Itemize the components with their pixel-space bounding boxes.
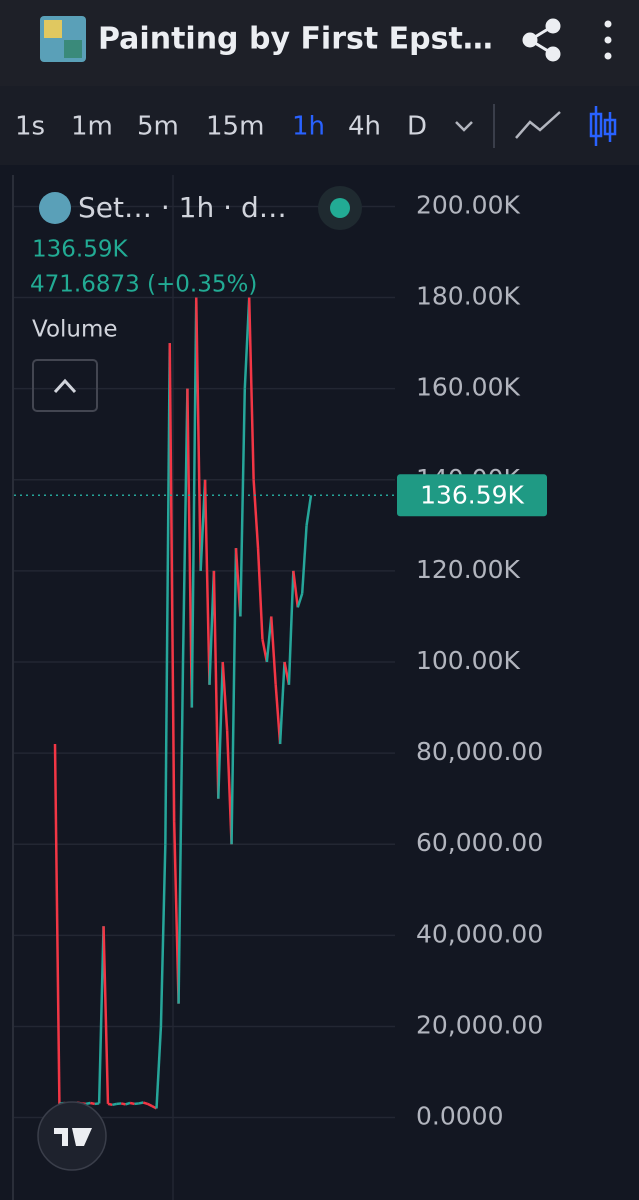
price-segment <box>305 495 313 526</box>
y-tick-label: 200.00K <box>416 190 520 219</box>
price-segment <box>53 743 61 1104</box>
price-segment <box>164 343 172 845</box>
thumbnail-detail <box>64 40 82 58</box>
menu-button[interactable] <box>604 20 612 60</box>
page-title: Painting by First Epst… <box>98 22 493 57</box>
timeframe-group: 1s 1m 5m 15m 1h 4h D <box>15 112 427 142</box>
price-segment <box>274 684 282 745</box>
thumbnail-detail <box>44 20 62 38</box>
price-segment <box>203 479 211 685</box>
collapse-icon <box>53 378 77 394</box>
price-segment <box>221 661 229 731</box>
y-tick-label: 180.00K <box>416 282 520 311</box>
y-tick-label: 0.0000 <box>416 1102 503 1131</box>
line-chart-button[interactable] <box>515 111 561 139</box>
legend-price: 136.59K <box>32 237 128 263</box>
last-price-label: 136.59K <box>420 480 524 509</box>
price-segment <box>159 844 167 1027</box>
plot <box>14 297 395 1110</box>
price-segment <box>278 661 286 745</box>
grid <box>14 205 395 1119</box>
status-dot <box>330 198 350 218</box>
timeframe-button[interactable]: 5m <box>137 112 179 142</box>
price-segment <box>147 1102 153 1108</box>
collapse-button[interactable] <box>32 359 98 412</box>
price-segment <box>177 661 185 1004</box>
price-segment <box>102 926 110 1104</box>
price-segment <box>97 926 105 1104</box>
price-segment <box>270 616 277 685</box>
price-segment <box>125 1101 131 1106</box>
price-segment <box>300 525 308 594</box>
more-timeframes[interactable] <box>455 121 473 132</box>
pane-border <box>12 175 14 1200</box>
y-tick-label: 80,000.00 <box>416 737 543 766</box>
legend-change: 471.6873 (+0.35%) <box>30 272 257 298</box>
price-segment <box>247 297 255 480</box>
timeframe-button[interactable]: 15m <box>206 112 264 142</box>
price-segment <box>112 1102 118 1107</box>
price-segment <box>296 593 304 608</box>
legend-symbol[interactable]: Set… · 1h · d… <box>78 191 287 224</box>
timeframe-button[interactable]: 1m <box>71 112 113 142</box>
timeframe-button[interactable]: 1s <box>15 112 45 142</box>
price-segment <box>194 297 202 571</box>
price-segment <box>107 1102 113 1107</box>
price-segment <box>239 388 247 617</box>
timeframe-button[interactable]: 1h <box>292 112 325 142</box>
price-segment <box>168 343 176 822</box>
timeframe-button[interactable]: 4h <box>348 112 381 142</box>
price-segment <box>212 570 220 799</box>
y-tick-label: 120.00K <box>416 555 520 584</box>
timeframe-button[interactable]: D <box>407 112 427 142</box>
price-segment <box>142 1101 149 1106</box>
y-tick-label: 40,000.00 <box>416 919 543 948</box>
price-segment <box>181 388 189 663</box>
price-segment <box>256 548 264 640</box>
candle-chart-button[interactable] <box>589 106 617 146</box>
logo-mark <box>54 1128 92 1146</box>
price-segment <box>129 1101 135 1106</box>
y-tick-label: 60,000.00 <box>416 828 543 857</box>
price-segment <box>186 388 194 708</box>
price-segment <box>230 548 238 845</box>
price-segment <box>190 297 198 708</box>
price-segment <box>85 1101 91 1106</box>
symbol-icon <box>39 192 71 224</box>
price-axis: 0.0000 20,000.00 40,000.00 60,000.00 80,000.… <box>397 190 547 1131</box>
y-tick-label: 160.00K <box>416 373 520 402</box>
tradingview-logo[interactable] <box>37 1101 107 1171</box>
price-segment <box>252 479 260 549</box>
price-segment <box>90 1101 95 1106</box>
price-segment <box>292 570 299 608</box>
last-price-tag <box>397 474 547 517</box>
price-segment <box>155 1026 163 1109</box>
price-segment <box>138 1101 144 1105</box>
y-tick-label: 100.00K <box>416 646 520 675</box>
legend-indicator: Volume <box>32 317 118 343</box>
y-tick-label: 20,000.00 <box>416 1010 543 1039</box>
share-button[interactable] <box>522 18 561 62</box>
price-segment <box>120 1102 126 1106</box>
price-segment <box>217 661 224 799</box>
price-segment <box>287 570 295 685</box>
